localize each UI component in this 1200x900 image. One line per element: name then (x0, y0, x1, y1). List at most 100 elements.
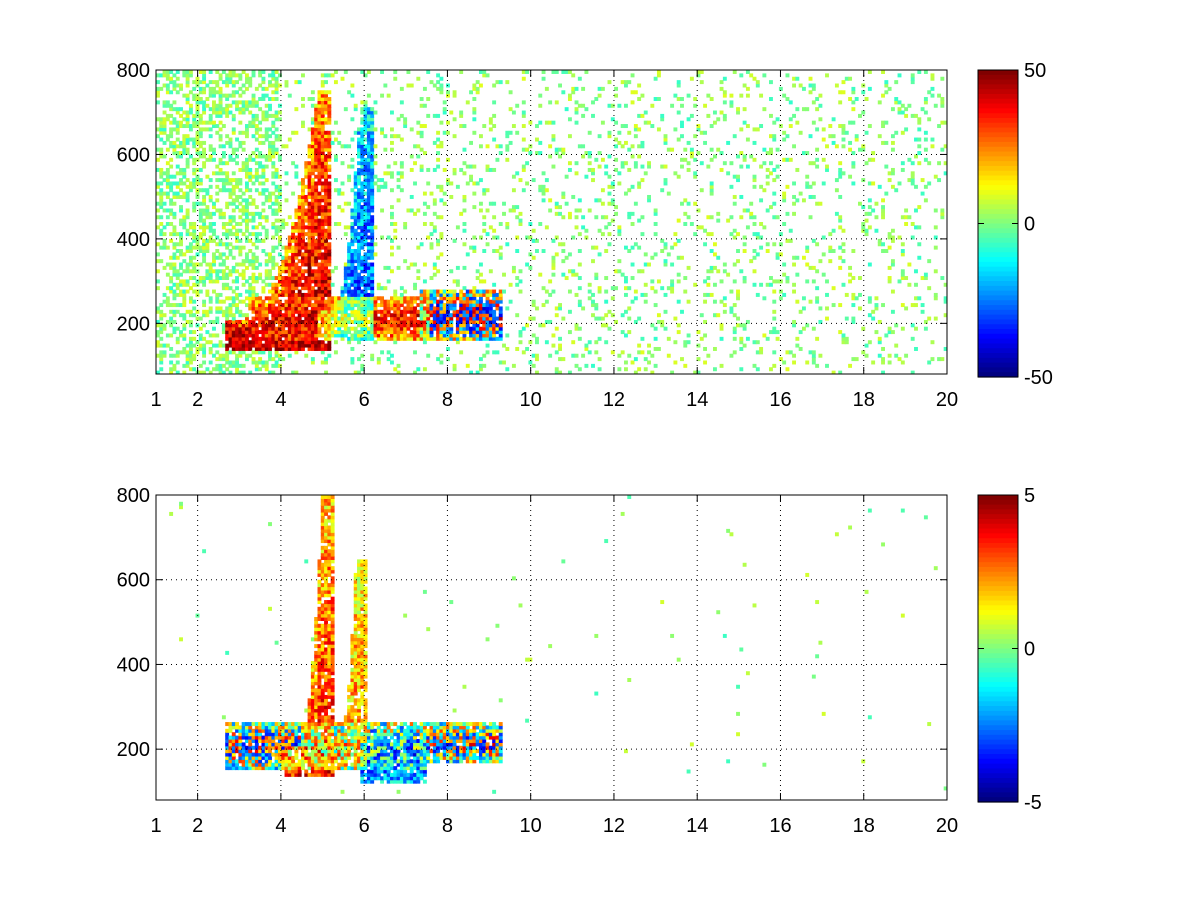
heatmap-cell (782, 194, 787, 199)
heatmap-cell (432, 265, 437, 270)
heatmap-cell (244, 252, 249, 257)
heatmap-cell (403, 289, 408, 294)
heatmap-cell (343, 299, 348, 304)
heatmap-cell (541, 286, 546, 291)
heatmap-cell (169, 130, 174, 135)
heatmap-cell (317, 316, 322, 321)
heatmap-cell (416, 330, 421, 335)
heatmap-cell (320, 73, 325, 78)
heatmap-cell (386, 319, 391, 324)
heatmap-cell (442, 313, 447, 318)
heatmap-cell (274, 76, 279, 81)
heatmap-cell (172, 225, 177, 230)
heatmap-cell (370, 198, 375, 203)
heatmap-cell (241, 336, 246, 341)
heatmap-cell (156, 370, 160, 374)
heatmap-cell (268, 353, 272, 358)
heatmap-cell (261, 86, 266, 91)
heatmap-cell (238, 326, 243, 331)
heatmap-cell (366, 124, 371, 129)
heatmap-cell (238, 93, 243, 98)
heatmap-cell (538, 188, 543, 193)
heatmap-cell (357, 336, 361, 341)
heatmap-cell (218, 127, 223, 132)
heatmap-cell (294, 276, 299, 281)
heatmap-cell (165, 174, 170, 179)
heatmap-cell (202, 100, 207, 105)
heatmap-cell (333, 330, 338, 335)
heatmap-cell (422, 211, 427, 216)
heatmap-cell (301, 296, 305, 301)
heatmap-cell (357, 181, 361, 186)
heatmap-cell (172, 272, 177, 277)
heatmap-cell (821, 181, 826, 186)
heatmap-cell (752, 184, 757, 189)
heatmap-cell (343, 289, 348, 294)
heatmap-cell (324, 306, 328, 311)
heatmap-cell (218, 299, 223, 304)
heatmap-cell (782, 137, 787, 142)
heatmap-cell (343, 272, 348, 277)
heatmap-cell (782, 262, 787, 267)
heatmap-cell (277, 117, 282, 122)
heatmap-cell (294, 309, 299, 314)
heatmap-cell (683, 222, 688, 226)
heatmap-cell (452, 171, 457, 176)
heatmap-cell (561, 194, 566, 199)
heatmap-cell (350, 242, 355, 247)
heatmap-cell (340, 292, 345, 297)
heatmap-cell (752, 178, 757, 183)
heatmap-cell (205, 211, 210, 216)
heatmap-cell (175, 191, 180, 196)
heatmap-cell (320, 113, 325, 118)
heatmap-cell (320, 130, 325, 135)
heatmap-cell (310, 140, 315, 145)
heatmap-cell (228, 286, 233, 291)
heatmap-cell (192, 113, 197, 118)
heatmap-cell (284, 171, 289, 176)
heatmap-cell (169, 70, 174, 74)
heatmap-cell (268, 157, 272, 162)
heatmap-cell (205, 276, 210, 281)
heatmap-cell (673, 232, 678, 237)
heatmap-cell (162, 323, 167, 328)
heatmap-cell (297, 309, 302, 314)
heatmap-cell (399, 336, 404, 341)
heatmap-cell (792, 319, 796, 324)
heatmap-cell (284, 330, 289, 335)
heatmap-cell (271, 255, 276, 260)
heatmap-cell (828, 259, 833, 264)
heatmap-cell (337, 303, 342, 308)
heatmap-cell (373, 154, 378, 159)
heatmap-cell (241, 218, 246, 223)
heatmap-cell (188, 269, 193, 274)
heatmap-cell (357, 198, 361, 203)
heatmap-cell (696, 124, 701, 129)
heatmap-cell (314, 249, 319, 253)
heatmap-cell (689, 113, 694, 118)
heatmap-cell (465, 326, 470, 331)
heatmap-cell (268, 346, 272, 351)
heatmap-cell (324, 252, 328, 257)
heatmap-cell (436, 73, 441, 78)
heatmap-cell (244, 211, 249, 216)
heatmap-cell (314, 151, 319, 156)
heatmap-cell (399, 164, 404, 169)
heatmap-cell (182, 222, 187, 226)
heatmap-cell (212, 238, 216, 243)
heatmap-cell (248, 262, 253, 267)
heatmap-cell (422, 201, 427, 206)
heatmap-cell (202, 211, 207, 216)
heatmap-cell (360, 262, 365, 267)
heatmap-cell (277, 292, 282, 297)
heatmap-cell (366, 113, 371, 118)
heatmap-cell (317, 90, 322, 95)
heatmap-cell (179, 124, 183, 129)
heatmap-cell (248, 340, 253, 345)
heatmap-cell (330, 333, 335, 338)
heatmap-cell (241, 164, 246, 169)
heatmap-cell (370, 330, 375, 335)
heatmap-cell (759, 346, 764, 351)
heatmap-cell (175, 83, 180, 88)
heatmap-cell (221, 211, 226, 216)
